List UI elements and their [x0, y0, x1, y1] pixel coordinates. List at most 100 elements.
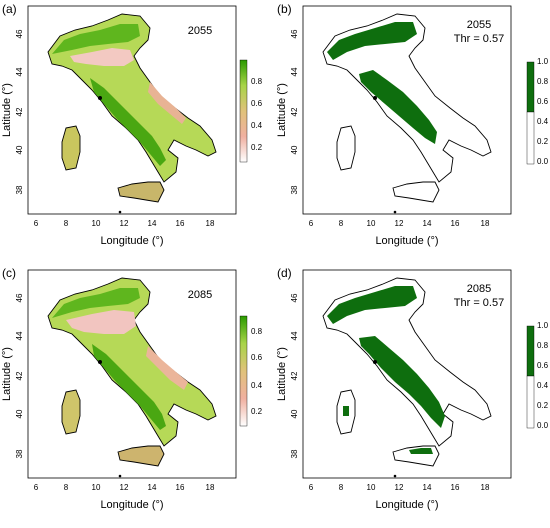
x-tick: 14 — [423, 483, 432, 492]
sicily — [392, 181, 440, 203]
po-valley — [66, 310, 136, 334]
panel-label: (a) — [2, 2, 17, 16]
x-tick: 6 — [309, 219, 314, 228]
y-axis-label: Latitude (°) — [276, 347, 288, 401]
elba — [98, 96, 102, 100]
panel-d: (d) 2085 Thr = 0.57 1.0 0.8 0.6 0.4 0.2 … — [275, 264, 550, 528]
elba — [98, 360, 102, 364]
y-tick: 44 — [15, 67, 24, 76]
elba — [373, 96, 377, 100]
x-axis: 6 8 10 12 14 16 18 — [34, 219, 215, 228]
plot-frame — [27, 5, 237, 215]
legend-tick: 0.4 — [251, 121, 263, 130]
legend-tick: 0.0 — [537, 157, 549, 166]
y-tick: 38 — [15, 185, 24, 194]
x-tick: 12 — [120, 483, 129, 492]
x-tick: 10 — [92, 219, 101, 228]
x-tick: 8 — [339, 483, 344, 492]
legend-tick: 0.8 — [537, 77, 549, 86]
y-tick: 44 — [290, 331, 299, 340]
x-tick: 10 — [92, 483, 101, 492]
panel-label: (b) — [277, 2, 292, 16]
legend-tick: 0.0 — [537, 421, 549, 430]
y-axis: 46 44 42 40 38 — [290, 293, 299, 458]
y-tick: 44 — [290, 67, 299, 76]
x-tick: 16 — [176, 483, 185, 492]
map-b: 2055 Thr = 0.57 1.0 0.8 0.6 0.4 0.2 0.0 … — [276, 5, 549, 247]
lampedusa — [118, 210, 122, 214]
y-tick: 46 — [15, 29, 24, 38]
year-label: 2055 — [467, 19, 491, 31]
y-axis: 46 44 42 40 38 — [290, 29, 299, 194]
threshold-label: Thr = 0.57 — [454, 33, 504, 45]
x-tick: 18 — [206, 483, 215, 492]
italy-mainland — [322, 277, 492, 447]
coastal-pink — [148, 82, 186, 124]
y-tick: 40 — [290, 409, 299, 418]
x-tick: 6 — [309, 483, 314, 492]
year-label: 2085 — [188, 289, 212, 301]
apennines-green — [92, 344, 166, 430]
y-tick: 44 — [15, 331, 24, 340]
legend-tick: 0.2 — [251, 143, 263, 152]
sardinia — [61, 125, 81, 171]
colorbar-bottom — [526, 375, 535, 429]
x-axis-label: Longitude (°) — [100, 235, 163, 247]
suitable-apennines — [359, 336, 445, 428]
y-axis-label: Latitude (°) — [1, 347, 13, 401]
x-tick: 10 — [367, 219, 376, 228]
apennines-green — [90, 78, 166, 166]
sardinia — [61, 389, 81, 435]
y-axis: 46 44 42 40 38 — [15, 29, 24, 194]
legend-tick: 0.8 — [537, 341, 549, 350]
year-label: 2055 — [188, 25, 212, 37]
y-tick: 40 — [15, 145, 24, 154]
legend-tick: 0.6 — [537, 361, 549, 370]
suitable-apennines — [359, 70, 437, 144]
lampedusa — [393, 474, 397, 478]
colorbar-bottom — [526, 111, 535, 165]
y-tick: 38 — [290, 449, 299, 458]
map-c: 2085 0.8 0.6 0.4 0.2 6 8 10 12 14 16 18 … — [1, 269, 263, 511]
legend-tick: 0.2 — [537, 401, 549, 410]
x-axis: 6 8 10 12 14 16 18 — [34, 483, 215, 492]
legend-tick: 0.4 — [537, 117, 549, 126]
y-tick: 42 — [15, 371, 24, 380]
plot-frame — [302, 5, 512, 215]
x-tick: 12 — [395, 483, 404, 492]
y-tick: 38 — [15, 449, 24, 458]
y-tick: 42 — [290, 107, 299, 116]
x-tick: 14 — [148, 483, 157, 492]
lampedusa — [393, 210, 397, 214]
legend-tick: 1.0 — [537, 57, 549, 66]
y-tick: 38 — [290, 185, 299, 194]
colorbar-top — [526, 325, 535, 377]
colorbar — [239, 315, 248, 427]
suitable-alps — [327, 286, 417, 324]
x-tick: 14 — [148, 219, 157, 228]
legend-tick: 0.6 — [251, 353, 263, 362]
y-tick: 46 — [15, 293, 24, 302]
y-tick: 40 — [15, 409, 24, 418]
x-tick: 18 — [481, 219, 490, 228]
legend-tick: 0.6 — [251, 99, 263, 108]
panel-b: (b) 2055 Thr = 0.57 1.0 0.8 0.6 0.4 0.2 … — [275, 0, 550, 264]
legend-tick: 1.0 — [537, 321, 549, 330]
x-axis-label: Longitude (°) — [375, 235, 438, 247]
panel-a: (a) 2055 — [0, 0, 275, 264]
legend-tick: 0.2 — [537, 137, 549, 146]
x-tick: 12 — [120, 219, 129, 228]
legend-tick: 0.8 — [251, 77, 263, 86]
x-tick: 8 — [64, 219, 69, 228]
x-axis: 6 8 10 12 14 16 18 — [309, 483, 490, 492]
panel-label: (c) — [2, 266, 16, 280]
legend-tick: 0.2 — [251, 407, 263, 416]
y-axis-label: Latitude (°) — [1, 83, 13, 137]
y-axis: 46 44 42 40 38 — [15, 293, 24, 458]
panel-c: (c) 2085 0.8 — [0, 264, 275, 528]
x-tick: 18 — [206, 219, 215, 228]
alps-green — [52, 288, 140, 318]
plot-frame — [27, 269, 237, 479]
panel-label: (d) — [277, 266, 292, 280]
sardinia — [336, 125, 356, 171]
